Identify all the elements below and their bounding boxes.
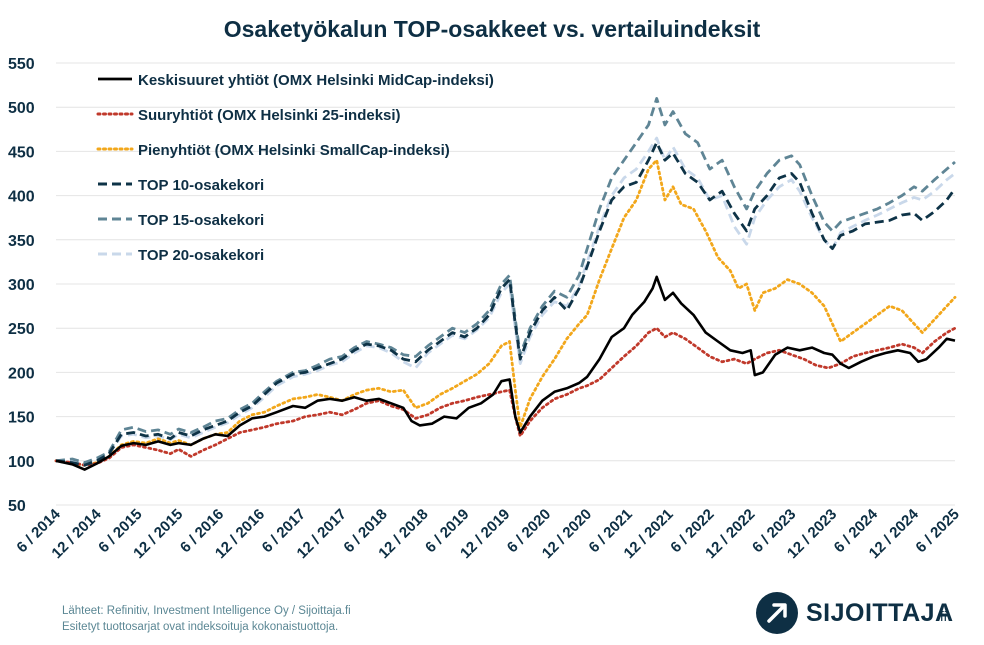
legend-label: Pienyhtiöt (OMX Helsinki SmallCap-indeks… [138, 142, 450, 159]
series-line-2 [54, 326, 957, 467]
brand-logo: SIJOITTAJA .fi [756, 590, 966, 636]
y-tick-label: 100 [8, 454, 35, 471]
y-tick-label: 450 [8, 144, 35, 161]
y-tick-label: 300 [8, 277, 35, 294]
chart-title: Osaketyökalun TOP-osakkeet vs. vertailui… [223, 16, 761, 42]
brand-suffix: .fi [936, 608, 947, 624]
legend: Keskisuuret yhtiöt (OMX Helsinki MidCap-… [96, 72, 494, 264]
series-line-1 [55, 275, 956, 471]
source-note: Lähteet: Refinitiv, Investment Intellige… [62, 605, 351, 617]
legend-label: Suuryhtiöt (OMX Helsinki 25-indeksi) [138, 107, 401, 124]
source-disclaimer: Esitetyt tuottosarjat ovat indeksoituja … [62, 621, 339, 633]
grid-lines [56, 62, 955, 506]
y-tick-label: 500 [8, 100, 35, 117]
series-line-3 [54, 158, 957, 467]
series-line-4 [55, 141, 957, 467]
series-line-6 [56, 136, 956, 466]
y-tick-label: 400 [8, 189, 35, 206]
y-tick-label: 550 [8, 56, 35, 73]
line-chart: 50 100 150 200 250 300 350 400 450 500 550 6 / 201… [8, 56, 963, 562]
y-tick-label: 350 [8, 233, 35, 250]
y-tick-label: 150 [8, 410, 35, 427]
y-tick-label: 50 [8, 498, 26, 515]
series-lines [54, 97, 957, 471]
legend-label: TOP 15-osakekori [138, 212, 264, 229]
y-tick-label: 250 [8, 321, 35, 338]
y-axis-ticks: 50 100 150 200 250 300 350 400 450 500 550 [8, 56, 35, 515]
y-tick-label: 200 [8, 365, 35, 382]
brand-name: SIJOITTAJA [806, 599, 954, 627]
legend-label: TOP 10-osakekori [138, 177, 264, 194]
arrow-up-right-icon [756, 592, 798, 634]
legend-label: TOP 20-osakekori [138, 247, 264, 264]
legend-label: Keskisuuret yhtiöt (OMX Helsinki MidCap-… [138, 72, 494, 89]
x-tick-label: 6 / 2025 [912, 506, 962, 556]
